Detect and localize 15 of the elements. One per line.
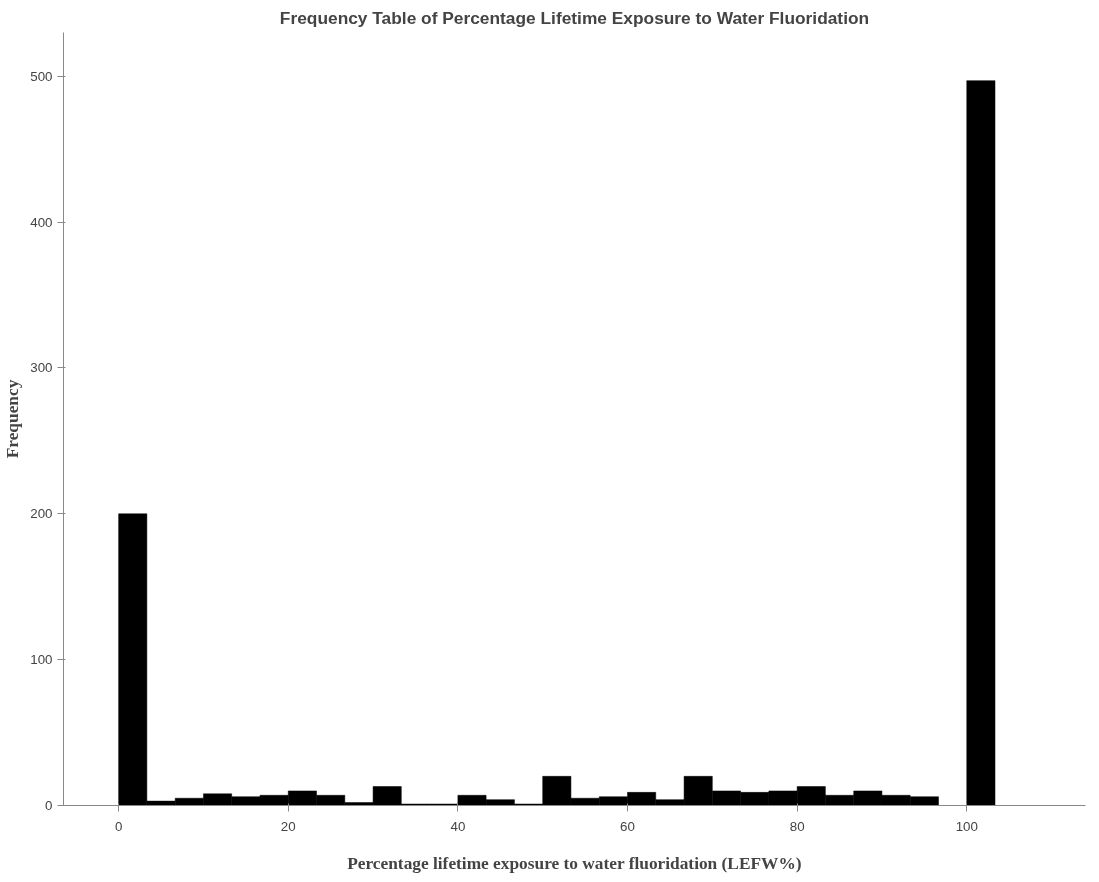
x-tick-label: 20: [280, 818, 296, 834]
chart-title: Frequency Table of Percentage Lifetime Exposure to Water Fluoridation: [279, 7, 870, 28]
x-tick-label: 100: [955, 818, 978, 834]
x-tick-label: 60: [620, 818, 635, 834]
y-tick-label: 0: [45, 798, 53, 813]
y-tick-label: 300: [30, 360, 53, 376]
y-tick-label: 100: [30, 652, 53, 668]
y-tick-label: 200: [30, 506, 53, 522]
x-tick-label: 0: [114, 818, 123, 834]
x-tick-label: 40: [450, 818, 466, 834]
y-tick-label: 400: [30, 214, 53, 230]
x-axis-title: Percentage lifetime exposure to water fluoridation (LEFW%): [347, 853, 802, 873]
y-axis-title: Frequency: [3, 379, 23, 459]
x-tick-label: 80: [789, 818, 805, 834]
y-tick-label: 500: [30, 68, 53, 84]
